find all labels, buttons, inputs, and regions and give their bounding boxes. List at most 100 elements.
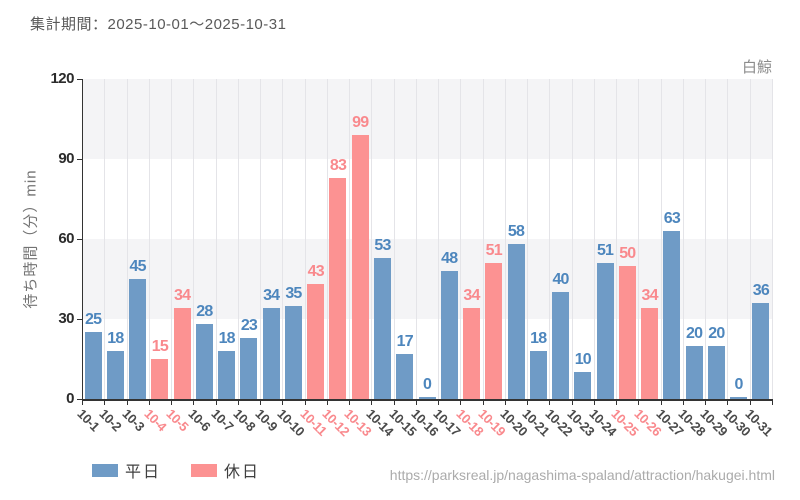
bar-value-10-31: 36 [752, 282, 770, 299]
weekday-legend-swatch [92, 463, 118, 477]
bar-10-4[interactable] [151, 359, 169, 399]
bar-10-27[interactable] [663, 231, 681, 399]
vertical-gridline [393, 79, 395, 399]
bar-value-10-10: 35 [285, 284, 302, 302]
bar-10-5[interactable] [173, 308, 191, 399]
bar-10-7[interactable] [218, 351, 236, 399]
bar-value-10-17: 48 [441, 250, 458, 267]
x-axis-tick [749, 401, 751, 405]
x-axis-tick [393, 401, 395, 405]
bar-10-24[interactable] [596, 263, 614, 399]
page-title: 集計期間：2025-10-01～2025-10-31 [30, 16, 287, 33]
bar-value-10-2: 18 [107, 330, 124, 347]
x-axis-tick [527, 401, 529, 405]
bar-value-10-15: 17 [396, 332, 414, 350]
bar-value-10-19: 51 [485, 242, 503, 259]
x-axis-tick [638, 401, 640, 405]
bar-10-22[interactable] [552, 292, 570, 399]
bar-value-10-4: 15 [151, 338, 169, 355]
bar-value-10-6: 28 [196, 303, 213, 321]
bar-10-31[interactable] [752, 303, 770, 399]
legend-item-holiday[interactable]: 休日 [191, 458, 260, 482]
bar-10-30[interactable] [730, 397, 748, 399]
x-axis-label-10-3: 10-3 [119, 406, 148, 435]
x-axis-tick [326, 401, 328, 405]
x-axis-tick [171, 401, 173, 405]
bar-value-10-21: 18 [530, 330, 547, 347]
x-axis-tick [371, 401, 373, 405]
x-axis-tick [438, 401, 440, 405]
vertical-gridline [727, 79, 729, 399]
bar-value-10-16: 0 [422, 376, 432, 393]
y-axis-line [82, 79, 83, 401]
bar-10-19[interactable] [485, 263, 503, 399]
bar-10-12[interactable] [329, 177, 347, 399]
x-axis-tick [126, 401, 128, 405]
bar-value-10-11: 43 [307, 263, 325, 281]
vertical-gridline [304, 79, 306, 399]
x-axis-tick [549, 401, 551, 405]
vertical-gridline [638, 79, 640, 399]
bar-10-20[interactable] [507, 244, 525, 399]
vertical-gridline [527, 79, 529, 399]
bar-10-1[interactable] [84, 332, 102, 399]
bar-10-28[interactable] [685, 345, 703, 399]
bar-value-10-7: 18 [218, 330, 236, 347]
bar-10-21[interactable] [529, 351, 547, 399]
y-axis-tick [77, 79, 82, 80]
bar-10-10[interactable] [284, 305, 302, 399]
bar-value-10-5: 34 [174, 287, 191, 305]
x-axis-label-10-1: 10-1 [74, 406, 103, 435]
vertical-gridline [171, 79, 173, 399]
bar-10-13[interactable] [351, 135, 369, 399]
vertical-gridline [349, 79, 351, 399]
bar-10-25[interactable] [618, 265, 636, 399]
bar-value-10-1: 25 [85, 311, 102, 329]
x-axis-tick [482, 401, 484, 405]
vertical-gridline [660, 79, 662, 399]
bar-10-29[interactable] [707, 345, 725, 399]
y-axis-tick-label: 120 [50, 70, 74, 87]
bar-value-10-28: 20 [685, 324, 703, 342]
vertical-gridline [772, 79, 773, 399]
legend-item-weekday[interactable]: 平日 [92, 458, 161, 482]
bar-value-10-23: 10 [574, 351, 592, 369]
bar-10-16[interactable] [418, 397, 436, 399]
x-axis-tick [148, 401, 150, 405]
bar-value-10-3: 45 [129, 258, 147, 275]
bar-10-23[interactable] [574, 372, 592, 399]
x-axis-label-10-9: 10-9 [252, 406, 281, 435]
vertical-gridline [415, 79, 417, 399]
vertical-gridline [571, 79, 573, 399]
bar-10-26[interactable] [641, 308, 659, 399]
vertical-gridline [104, 79, 106, 399]
vertical-gridline [504, 79, 506, 399]
bar-10-3[interactable] [129, 279, 147, 399]
x-axis-label-10-7: 10-7 [208, 406, 237, 435]
bar-value-10-14: 53 [374, 236, 391, 254]
bar-10-18[interactable] [463, 308, 481, 399]
bar-value-10-27: 63 [663, 210, 681, 227]
bar-10-15[interactable] [396, 353, 414, 399]
x-axis-tick [504, 401, 506, 405]
bar-10-9[interactable] [262, 308, 280, 399]
y-axis-tick-label: 30 [58, 310, 74, 327]
bar-10-2[interactable] [106, 351, 124, 399]
bar-10-8[interactable] [240, 337, 258, 399]
bar-10-17[interactable] [440, 271, 458, 399]
bar-10-11[interactable] [307, 284, 325, 399]
x-axis-tick [215, 401, 217, 405]
vertical-gridline [460, 79, 462, 399]
x-axis-tick [772, 401, 773, 405]
x-axis-tick [260, 401, 262, 405]
vertical-gridline [215, 79, 217, 399]
vertical-gridline [438, 79, 440, 399]
holiday-legend-label: 休日 [224, 464, 261, 481]
bar-10-6[interactable] [195, 324, 213, 399]
bar-value-10-9: 34 [263, 287, 280, 305]
y-axis-tick [77, 319, 82, 320]
bar-10-14[interactable] [373, 257, 391, 399]
y-axis-tick [77, 399, 82, 400]
x-axis-tick [282, 401, 284, 405]
x-axis-tick [727, 401, 729, 405]
